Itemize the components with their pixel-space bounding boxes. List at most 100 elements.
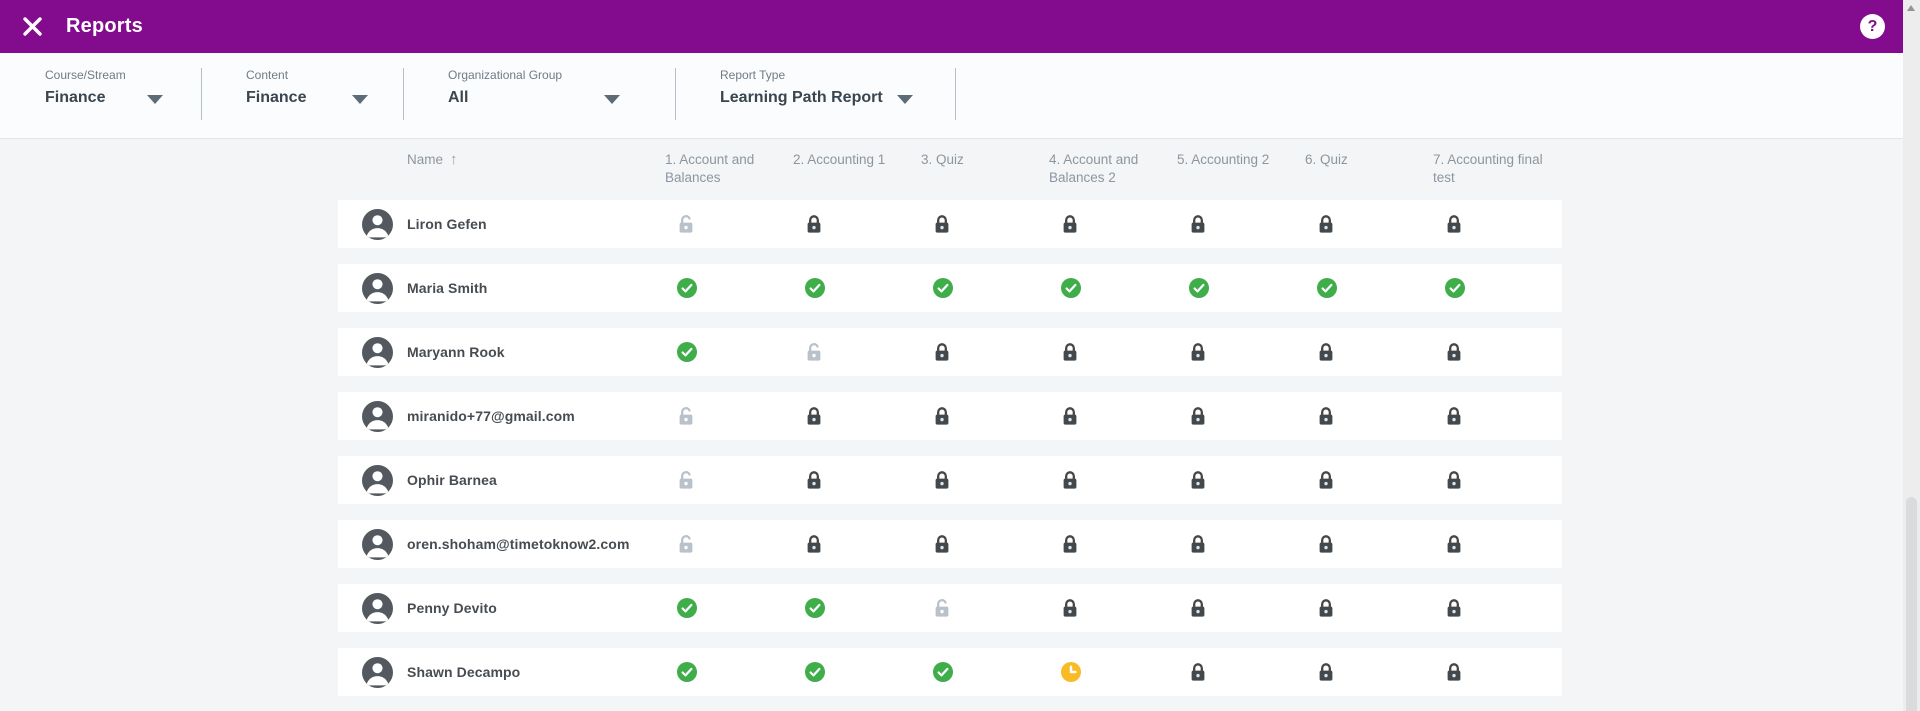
status-cell-locked: [793, 406, 921, 426]
table-row[interactable]: Ophir Barnea: [338, 456, 1562, 504]
status-cell-available: [793, 342, 921, 362]
user-name: Ophir Barnea: [407, 472, 497, 488]
status-cell-locked: [1433, 534, 1561, 554]
user-name: Liron Gefen: [407, 216, 487, 232]
row-name-cell: Shawn Decampo: [338, 656, 665, 688]
avatar: [362, 272, 393, 304]
filter-label-content: Content: [246, 68, 289, 82]
filter-course-stream[interactable]: Course/Stream Finance: [0, 68, 201, 120]
app-bar: Reports ?: [0, 0, 1903, 53]
table-row[interactable]: miranido+77@gmail.com: [338, 392, 1562, 440]
table-body: Liron Gefen Maria Smith: [338, 200, 1562, 696]
lock-icon: [1063, 599, 1077, 617]
status-cell-locked: [1049, 214, 1177, 234]
status-cell-locked: [921, 470, 1049, 490]
status-cell-completed: [665, 342, 793, 362]
status-cell-locked: [1433, 342, 1561, 362]
status-cell-locked: [1433, 406, 1561, 426]
status-cell-completed: [921, 662, 1049, 682]
lock-icon: [1319, 407, 1333, 425]
column-header-step-7: 7. Accounting final test: [1433, 152, 1543, 185]
status-cell-locked: [1049, 534, 1177, 554]
column-header-step-1: 1. Account and Balances: [665, 152, 755, 185]
column-header-name[interactable]: Name ↑: [338, 151, 665, 169]
status-cell-completed: [921, 278, 1049, 298]
row-name-cell: Maria Smith: [338, 272, 665, 304]
filter-content[interactable]: Content Finance: [201, 68, 403, 120]
person-icon: [366, 534, 389, 557]
lock-icon: [1063, 343, 1077, 361]
column-header-step-2: 2. Accounting 1: [793, 152, 886, 167]
column-header-step-4: 4. Account and Balances 2: [1049, 152, 1139, 185]
status-cell-completed: [1433, 278, 1561, 298]
filter-label-course-stream: Course/Stream: [45, 68, 126, 82]
row-name-cell: Penny Devito: [338, 592, 665, 624]
close-button[interactable]: [14, 9, 50, 45]
lock-icon: [1191, 663, 1205, 681]
user-name: Maryann Rook: [407, 344, 505, 360]
person-icon: [366, 342, 389, 365]
user-name: Shawn Decampo: [407, 664, 521, 680]
status-cell-completed: [665, 598, 793, 618]
lock-open-icon: [679, 535, 693, 553]
lock-icon: [1191, 471, 1205, 489]
chevron-down-icon: [896, 94, 913, 104]
lock-icon: [807, 407, 821, 425]
lock-icon: [1447, 215, 1461, 233]
lock-icon: [807, 535, 821, 553]
filter-report-type[interactable]: Report Type Learning Path Report: [675, 68, 956, 120]
table-row[interactable]: Maryann Rook: [338, 328, 1562, 376]
question-mark-icon: ?: [1867, 17, 1878, 35]
lock-icon: [1447, 535, 1461, 553]
status-cell-completed: [665, 662, 793, 682]
avatar: [362, 592, 393, 624]
lock-icon: [1447, 599, 1461, 617]
status-cell-in-progress: [1049, 662, 1177, 682]
table-row[interactable]: Penny Devito: [338, 584, 1562, 632]
check-circle-icon: [933, 662, 953, 682]
lock-open-icon: [935, 599, 949, 617]
sort-ascending-icon: ↑: [450, 151, 458, 169]
learning-path-table: Name ↑ 1. Account and Balances 2. Account…: [338, 139, 1562, 696]
status-cell-locked: [921, 342, 1049, 362]
avatar: [362, 528, 393, 560]
status-cell-available: [665, 470, 793, 490]
lock-icon: [807, 215, 821, 233]
scrollbar-up-arrow[interactable]: [1907, 5, 1915, 11]
status-cell-locked: [793, 214, 921, 234]
avatar: [362, 400, 393, 432]
check-circle-icon: [677, 278, 697, 298]
lock-icon: [1319, 663, 1333, 681]
status-cell-completed: [793, 278, 921, 298]
status-cell-locked: [1305, 470, 1433, 490]
status-cell-completed: [793, 598, 921, 618]
vertical-scrollbar[interactable]: [1903, 0, 1920, 711]
table-row[interactable]: Maria Smith: [338, 264, 1562, 312]
help-button[interactable]: ?: [1860, 14, 1885, 39]
chevron-down-icon: [147, 94, 163, 104]
avatar: [362, 464, 393, 496]
table-row[interactable]: Liron Gefen: [338, 200, 1562, 248]
lock-icon: [1319, 599, 1333, 617]
status-cell-locked: [1433, 598, 1561, 618]
filter-organizational-group[interactable]: Organizational Group All: [403, 68, 675, 120]
lock-open-icon: [679, 407, 693, 425]
check-circle-icon: [677, 598, 697, 618]
table-row[interactable]: Shawn Decampo: [338, 648, 1562, 696]
lock-icon: [1063, 535, 1077, 553]
scrollbar-thumb[interactable]: [1906, 497, 1917, 711]
status-cell-locked: [1305, 662, 1433, 682]
report-content: Name ↑ 1. Account and Balances 2. Account…: [0, 139, 1903, 711]
lock-open-icon: [679, 471, 693, 489]
status-cell-locked: [1177, 470, 1305, 490]
table-header-row: Name ↑ 1. Account and Balances 2. Account…: [338, 139, 1562, 200]
status-cell-available: [665, 214, 793, 234]
lock-icon: [1319, 215, 1333, 233]
status-cell-completed: [1305, 278, 1433, 298]
chevron-down-icon: [604, 94, 620, 104]
table-row[interactable]: oren.shoham@timetoknow2.com: [338, 520, 1562, 568]
lock-icon: [1191, 215, 1205, 233]
status-cell-locked: [1177, 662, 1305, 682]
person-icon: [366, 470, 389, 493]
status-cell-completed: [793, 662, 921, 682]
